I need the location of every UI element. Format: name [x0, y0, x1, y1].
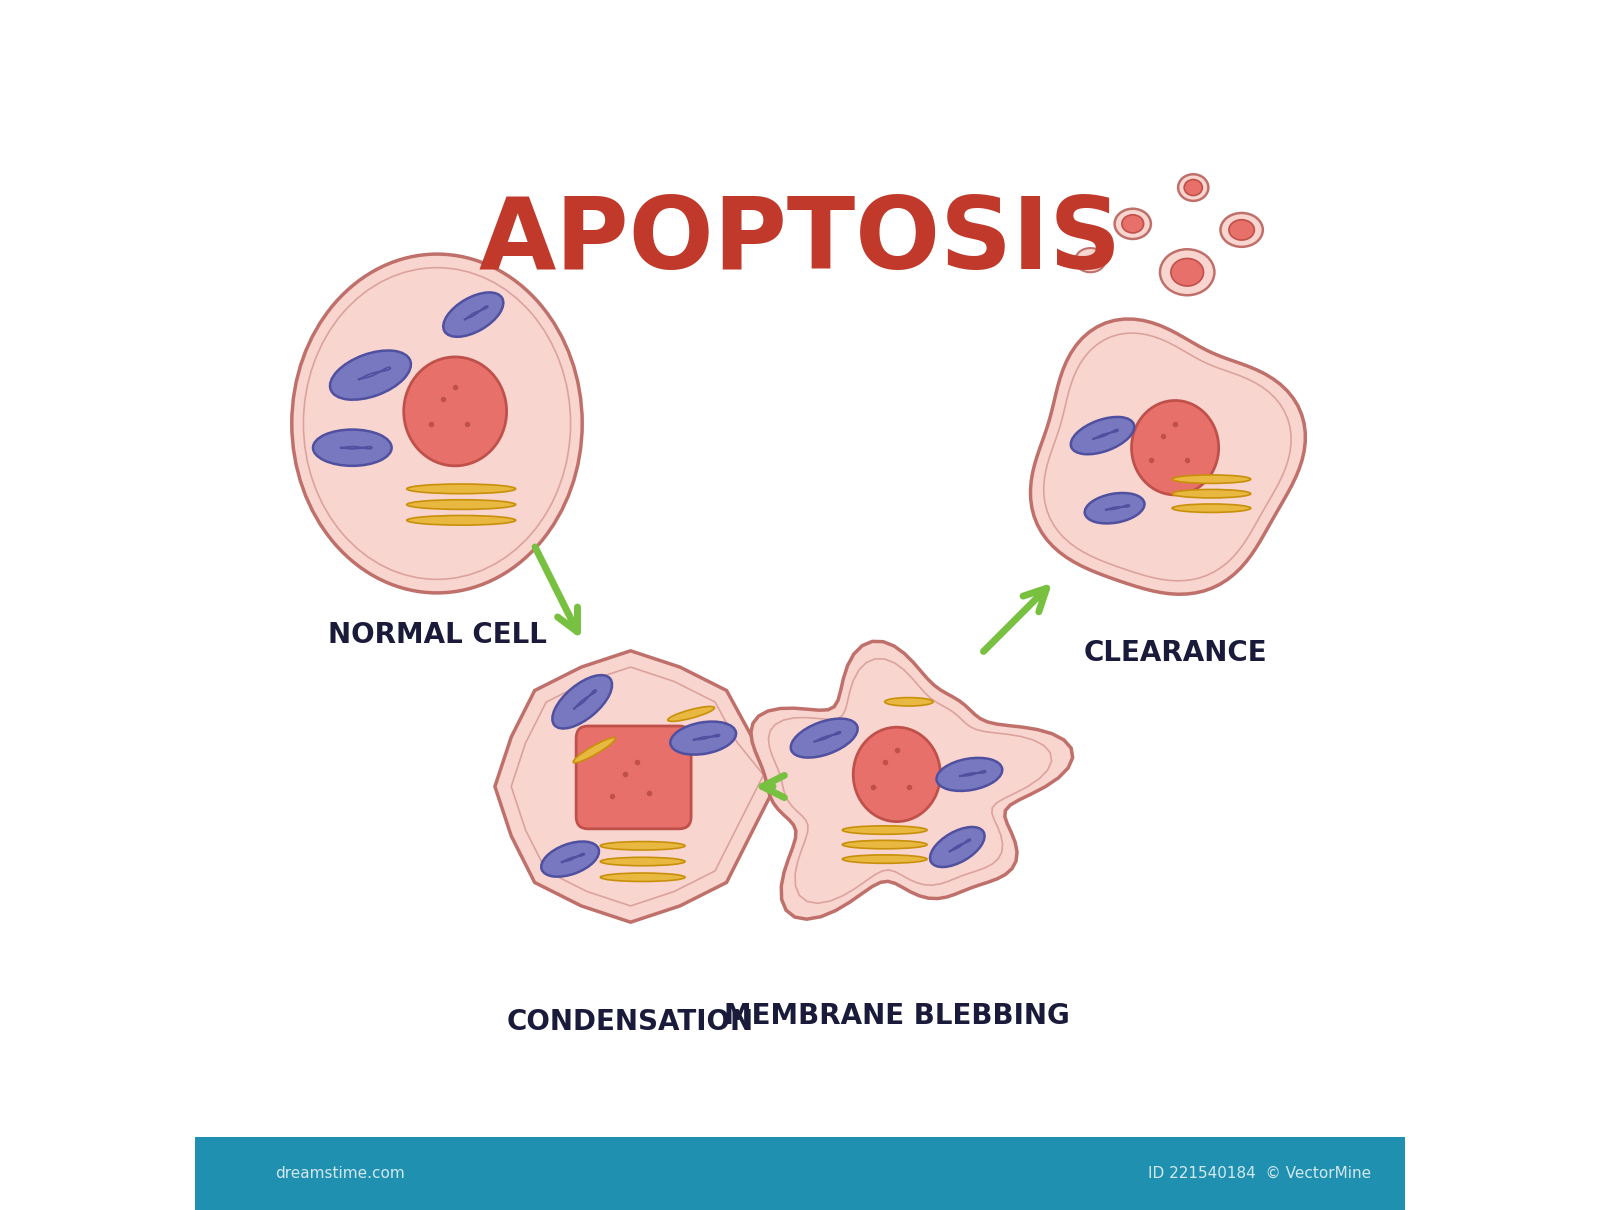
Ellipse shape: [853, 727, 941, 822]
PathPatch shape: [494, 651, 782, 922]
Ellipse shape: [1184, 179, 1202, 196]
Ellipse shape: [291, 254, 582, 593]
Ellipse shape: [842, 825, 926, 835]
Text: NORMAL CELL: NORMAL CELL: [328, 621, 547, 650]
Ellipse shape: [1070, 417, 1134, 454]
Text: dreamstime.com: dreamstime.com: [275, 1166, 405, 1181]
FancyBboxPatch shape: [195, 1137, 1405, 1210]
Ellipse shape: [314, 430, 392, 466]
Ellipse shape: [670, 721, 736, 755]
Ellipse shape: [1173, 490, 1251, 499]
Ellipse shape: [1221, 213, 1262, 247]
Ellipse shape: [330, 351, 411, 399]
Ellipse shape: [1131, 401, 1219, 495]
Text: ID 221540184  © VectorMine: ID 221540184 © VectorMine: [1149, 1166, 1371, 1181]
Text: APOPTOSIS: APOPTOSIS: [478, 194, 1122, 290]
Text: MEMBRANE BLEBBING: MEMBRANE BLEBBING: [723, 1002, 1070, 1031]
FancyBboxPatch shape: [576, 726, 691, 829]
Ellipse shape: [1173, 474, 1251, 483]
Ellipse shape: [406, 515, 515, 525]
Ellipse shape: [406, 500, 515, 509]
Ellipse shape: [667, 707, 715, 721]
Ellipse shape: [790, 719, 858, 757]
Ellipse shape: [1178, 174, 1208, 201]
Ellipse shape: [600, 857, 685, 866]
Ellipse shape: [1075, 248, 1106, 272]
Ellipse shape: [1115, 208, 1150, 240]
Ellipse shape: [573, 738, 616, 762]
Ellipse shape: [936, 757, 1002, 791]
Ellipse shape: [930, 826, 984, 868]
Ellipse shape: [1160, 249, 1214, 295]
Ellipse shape: [406, 484, 515, 494]
Ellipse shape: [600, 874, 685, 882]
Text: CLEARANCE: CLEARANCE: [1083, 639, 1267, 668]
Ellipse shape: [842, 840, 926, 849]
Ellipse shape: [1122, 215, 1144, 234]
Ellipse shape: [600, 842, 685, 849]
Ellipse shape: [443, 293, 504, 336]
Ellipse shape: [1085, 492, 1144, 524]
Text: CONDENSATION: CONDENSATION: [507, 1008, 754, 1037]
Ellipse shape: [885, 697, 933, 707]
PathPatch shape: [750, 641, 1072, 920]
Ellipse shape: [1171, 259, 1203, 286]
PathPatch shape: [1030, 319, 1306, 594]
Ellipse shape: [1173, 505, 1251, 513]
Ellipse shape: [842, 854, 926, 864]
Ellipse shape: [403, 357, 507, 466]
Ellipse shape: [552, 675, 613, 728]
Ellipse shape: [541, 841, 598, 877]
Ellipse shape: [1229, 220, 1254, 240]
